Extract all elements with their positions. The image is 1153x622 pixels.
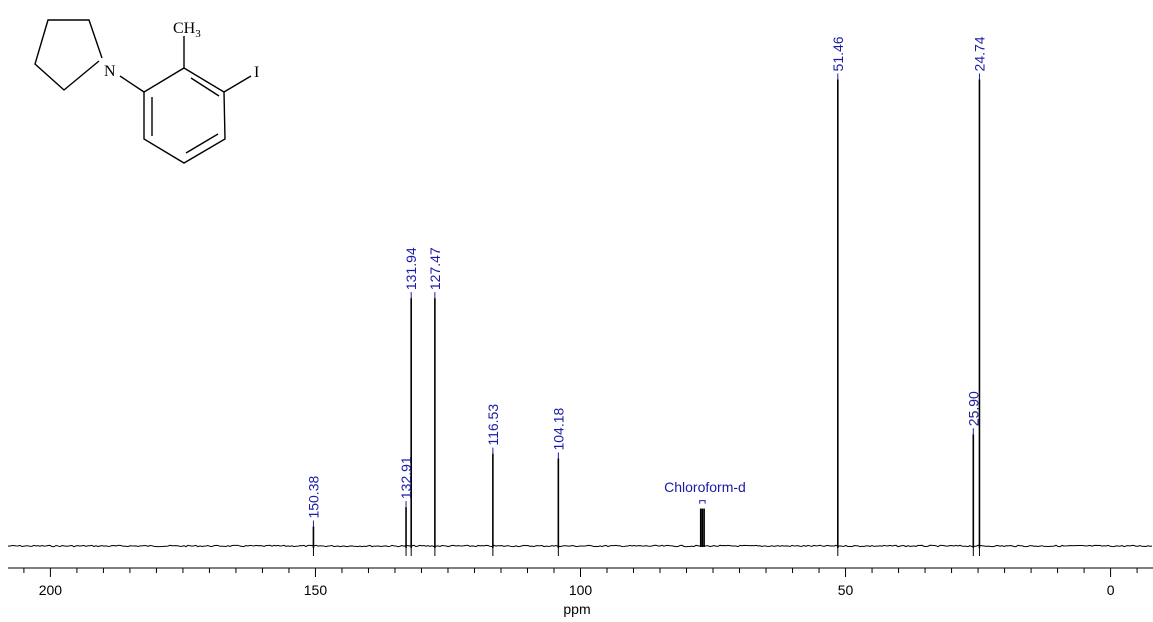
nitrogen-atom-label: N [104,63,116,80]
peak-label-group: 104.18 [550,407,566,459]
x-axis: 200 150 100 50 0 [8,567,1153,598]
peak-label: 25.90 [965,391,981,426]
x-tick-label: 50 [838,582,854,598]
solvent-marker [699,500,706,504]
x-axis-title: ppm [563,601,590,617]
methyl-label-subscript: 3 [195,28,201,40]
peak-label-group: 132.91 [398,456,414,508]
substituent-bonds [119,36,252,93]
peak-label-group: 25.90 [965,391,981,435]
peak-label: 51.46 [830,36,846,71]
peak-label: 127.47 [427,247,443,290]
peak-label: 132.91 [398,456,414,499]
x-tick-label: 200 [39,582,63,598]
peak-label-group: 131.94 [403,247,419,299]
peak-label: 131.94 [403,247,419,290]
peak-label-group: 51.46 [830,36,846,80]
peak-label-group: 150.38 [305,476,321,527]
peak-label: 24.74 [971,36,987,71]
solvent-label: Chloroform-d [664,479,746,495]
x-tick-label: 0 [1107,582,1115,598]
molecule-structure: N CH3 I [34,19,259,164]
methyl-label-main: CH [173,20,196,37]
peak-label: 116.53 [485,404,501,446]
peak-label-group: 24.74 [971,36,987,80]
pyrrolidine-ring [34,19,103,91]
solvent-group: Chloroform-d [664,479,746,547]
spectrum-trace [7,544,1153,548]
x-tick-label: 150 [304,582,328,598]
benzene-ring [143,67,226,164]
peak-label: 150.38 [305,476,321,519]
iodine-atom-label: I [254,64,259,81]
peak-labels: 150.38 132.91 131.94 127.47 116.53 104.18 51.4… [305,36,987,527]
x-tick-label: 100 [569,582,593,598]
methyl-label: CH3 [173,20,201,40]
spectrum-baseline [7,544,1153,548]
peak-lines [312,79,981,556]
peak-label: 104.18 [550,407,566,450]
peak-label-group: 116.53 [485,404,501,454]
peak-label-group: 127.47 [427,247,443,299]
